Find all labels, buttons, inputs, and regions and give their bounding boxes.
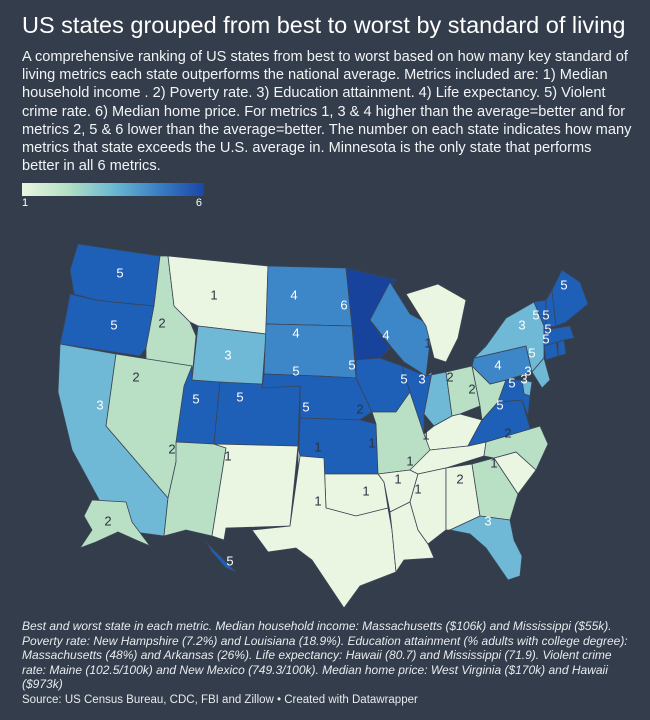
- state-value-label-idaho: 2: [158, 315, 165, 330]
- state-value-label-texas: 1: [314, 493, 321, 508]
- state-rhode-island: [557, 339, 567, 357]
- state-value-label-iowa: 5: [348, 357, 355, 372]
- state-michigan: [405, 283, 467, 363]
- state-value-label-west-virginia: 2: [468, 381, 475, 396]
- state-value-label-tennessee: 1: [406, 453, 413, 468]
- state-alaska: [78, 499, 152, 549]
- state-value-label-connecticut: 5: [528, 345, 535, 360]
- chart-title: US states grouped from best to worst by …: [22, 12, 626, 38]
- state-washington: [69, 243, 161, 307]
- state-value-label-maine: 5: [560, 277, 567, 292]
- state-value-label-michigan: 1: [424, 335, 431, 350]
- state-value-label-california: 3: [96, 397, 103, 412]
- state-north-dakota: [265, 265, 353, 327]
- state-value-label-delaware: 3: [520, 371, 527, 386]
- state-value-label-new-jersey: 3: [524, 363, 531, 378]
- state-value-label-arkansas: 1: [368, 435, 375, 450]
- state-vermont: [533, 299, 547, 331]
- color-legend: 1 6: [22, 183, 204, 213]
- legend-max-label: 6: [195, 197, 202, 209]
- state-massachusetts: [543, 325, 575, 347]
- state-south-dakota: [263, 323, 357, 379]
- state-new-mexico: [211, 443, 299, 541]
- state-value-label-south-carolina: 1: [490, 455, 497, 470]
- state-value-label-colorado: 5: [236, 389, 243, 404]
- state-hawaii: [205, 541, 237, 573]
- state-value-label-mississippi: 1: [394, 471, 401, 486]
- state-value-label-north-carolina: 2: [504, 425, 511, 440]
- chart-description: A comprehensive ranking of US states fro…: [22, 49, 632, 175]
- state-value-label-georgia: 2: [456, 471, 463, 486]
- state-value-label-arizona: 2: [168, 441, 175, 456]
- state-value-label-florida: 3: [484, 513, 491, 528]
- state-north-carolina: [483, 425, 549, 471]
- legend-min-label: 1: [22, 197, 29, 209]
- state-maine: [551, 269, 589, 327]
- state-value-label-hawaii: 5: [226, 553, 233, 568]
- state-value-label-indiana: 3: [418, 371, 425, 386]
- state-value-label-rhode-island: 5: [542, 331, 549, 346]
- state-colorado: [213, 381, 301, 447]
- state-value-label-wyoming: 3: [224, 347, 231, 362]
- state-value-label-missouri: 2: [356, 401, 363, 416]
- state-value-label-nevada: 2: [132, 369, 139, 384]
- state-maryland: [497, 379, 531, 417]
- state-value-label-new-hampshire: 5: [542, 307, 549, 322]
- state-value-label-maryland: 5: [508, 375, 515, 390]
- state-value-label-washington: 5: [116, 265, 123, 280]
- state-value-label-wisconsin: 4: [382, 327, 389, 342]
- state-texas: [251, 455, 397, 609]
- state-georgia: [471, 457, 519, 521]
- state-value-label-montana: 1: [210, 287, 217, 302]
- state-value-label-oregon: 5: [110, 317, 117, 332]
- state-value-label-ohio: 2: [446, 369, 453, 384]
- state-value-label-illinois: 5: [400, 371, 407, 386]
- state-value-label-virginia: 5: [496, 397, 503, 412]
- state-value-label-nebraska: 5: [292, 363, 299, 378]
- state-value-label-massachusetts: 5: [544, 321, 551, 336]
- state-value-label-north-dakota: 4: [290, 287, 297, 302]
- legend-gradient-bar: [22, 183, 204, 196]
- state-value-label-oklahoma: 1: [314, 439, 321, 454]
- state-value-label-kansas: 5: [302, 399, 309, 414]
- state-florida: [448, 515, 523, 581]
- state-ohio: [445, 365, 481, 417]
- state-new-jersey: [531, 357, 551, 389]
- state-value-label-minnesota: 6: [340, 297, 347, 312]
- state-value-label-pennsylvania: 4: [494, 357, 501, 372]
- source-line: Source: US Census Bureau, CDC, FBI and Z…: [22, 694, 418, 706]
- state-value-label-alabama: 1: [414, 481, 421, 496]
- state-value-label-new-mexico: 1: [224, 448, 231, 463]
- state-value-label-kentucky: 1: [422, 427, 429, 442]
- state-value-label-louisiana: 1: [362, 483, 369, 498]
- footnotes: Best and worst state in each metric. Med…: [22, 619, 628, 692]
- state-value-label-utah: 5: [192, 391, 199, 406]
- state-value-label-south-dakota: 4: [292, 325, 299, 340]
- state-wisconsin: [369, 281, 433, 377]
- state-value-label-alaska: 2: [104, 513, 111, 528]
- state-value-label-vermont: 5: [532, 307, 539, 322]
- state-value-label-new-york: 3: [518, 317, 525, 332]
